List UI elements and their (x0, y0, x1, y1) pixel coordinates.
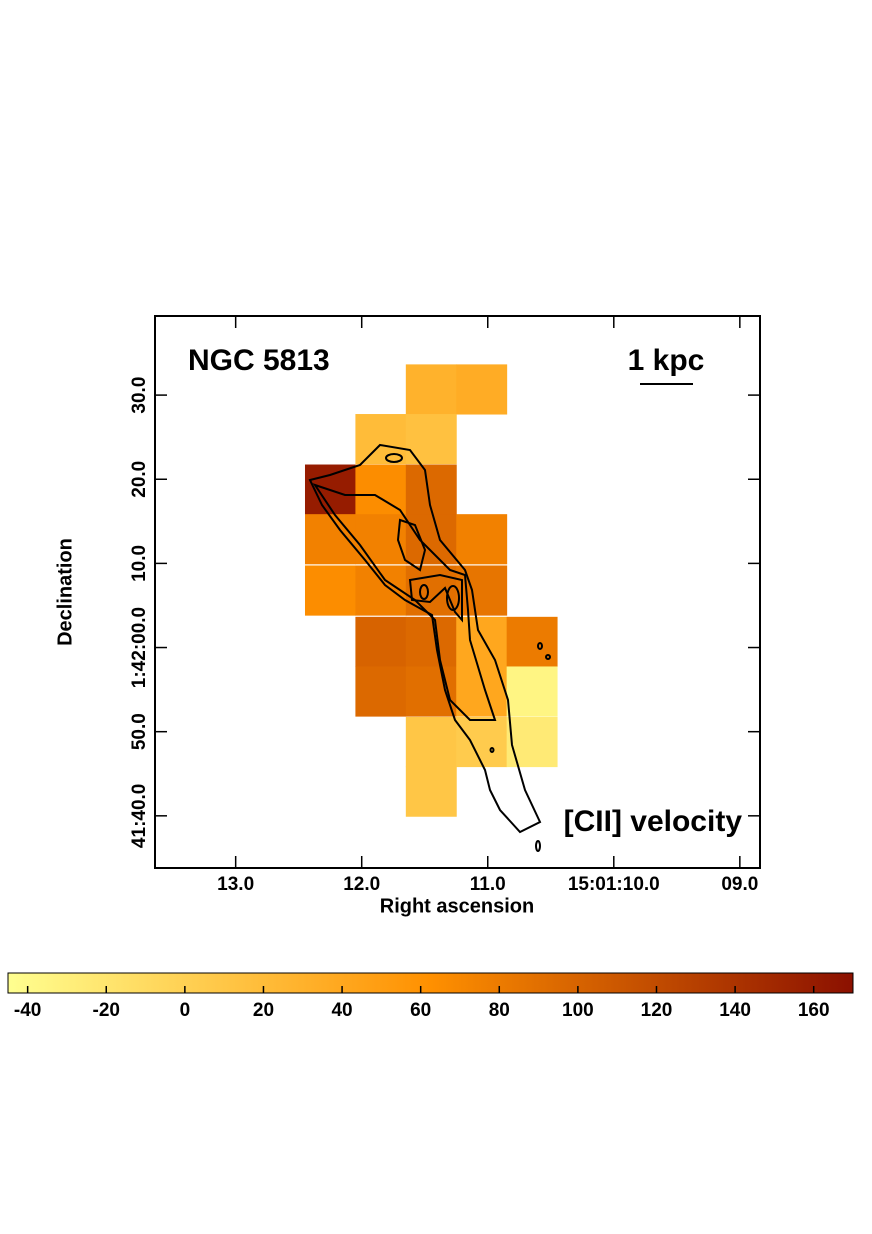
cell (355, 414, 407, 465)
colorbar-tick-label: 60 (410, 1000, 431, 1021)
colorbar-tick-label: 20 (253, 1000, 274, 1021)
colorbar-tick-label: 40 (331, 1000, 352, 1021)
colorbar-tick-label: 80 (489, 1000, 510, 1021)
cell (456, 364, 508, 415)
contour (419, 584, 429, 600)
cell (456, 716, 508, 768)
y-tick-label: 10.0 (129, 545, 150, 582)
cell (405, 514, 457, 565)
contour (537, 642, 543, 650)
cell (456, 616, 508, 667)
colorbar (7, 972, 854, 994)
colorbar-tick-label: -40 (14, 1000, 41, 1021)
cell (405, 766, 457, 817)
x-tick-label: 13.0 (217, 874, 254, 895)
cell (405, 716, 457, 768)
colorbar-tick-label: -20 (93, 1000, 120, 1021)
cell (506, 616, 558, 667)
x-axis-label: Right ascension (380, 895, 534, 917)
x-tick-label: 12.0 (343, 874, 380, 895)
colorbar-tick-label: 140 (719, 1000, 751, 1021)
x-tick-label: 15:01:10.0 (568, 874, 660, 895)
colorbar-tick-label: 120 (641, 1000, 673, 1021)
contour (308, 443, 542, 834)
contour (312, 483, 497, 721)
y-tick-label: 20.0 (129, 461, 150, 498)
plot-frame (154, 315, 761, 869)
cell (405, 414, 457, 465)
colorbar-tick-label: 0 (180, 1000, 191, 1021)
y-tick-label: 50.0 (129, 713, 150, 750)
colorbar-tick-label: 100 (562, 1000, 594, 1021)
x-tick-label: 11.0 (470, 874, 506, 895)
cell (355, 666, 407, 717)
contours (308, 443, 551, 852)
cell (405, 364, 457, 415)
cell (405, 616, 457, 667)
x-tick-label: 09.0 (721, 874, 758, 895)
annotation: [CII] velocity (564, 805, 743, 838)
y-tick-label: 41:40.0 (129, 784, 150, 848)
chart-title: NGC 5813 (188, 344, 330, 377)
scale-label: 1 kpc (628, 344, 705, 377)
cell (355, 464, 407, 515)
contour (396, 518, 427, 572)
cell (456, 514, 508, 565)
contour (489, 747, 495, 753)
cell (405, 666, 457, 717)
contour (535, 840, 541, 852)
contour (545, 654, 551, 660)
cell (456, 666, 508, 717)
heatmap-cells (304, 364, 558, 817)
cell (355, 616, 407, 667)
cell (304, 565, 356, 616)
contour (408, 573, 463, 623)
colorbar-tick-label: 160 (798, 1000, 830, 1021)
contour (446, 585, 460, 611)
contour (385, 453, 403, 463)
y-tick-label: 1:42:00.0 (129, 607, 150, 688)
y-axis-label: Declination (54, 538, 76, 646)
cell (506, 716, 558, 768)
cell (456, 565, 508, 616)
cell (506, 666, 558, 717)
y-tick-label: 30.0 (129, 377, 150, 414)
